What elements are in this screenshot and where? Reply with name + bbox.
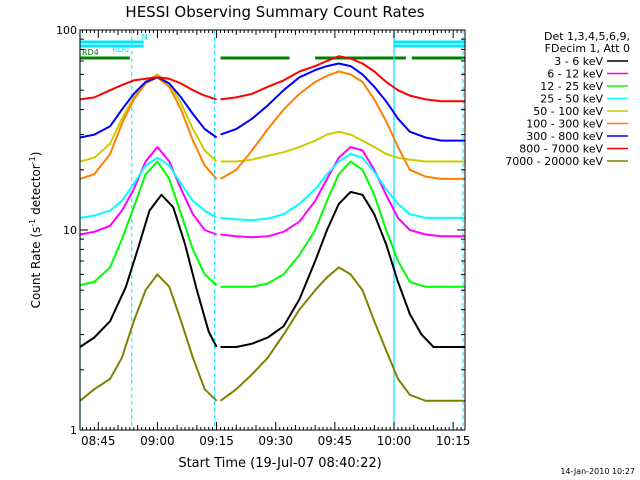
legend-header: FDecim 1, Att 0	[545, 42, 630, 55]
legend-label: 25 - 50 keV	[540, 93, 603, 106]
y-tick-label: 100	[56, 24, 77, 37]
series-line-6-12-kev	[79, 146, 217, 236]
date-stamp: 14-Jan-2010 10:27	[560, 467, 635, 476]
series-line-7000-20000-kev	[219, 266, 465, 402]
legend: Det 1,3,4,5,6,9,FDecim 1, Att 03 - 6 keV…	[505, 30, 630, 168]
x-axis: 08:45 09:00 09:15 09:30 09:45 10:00 10:15	[81, 30, 470, 448]
series-line-100-300-kev	[220, 70, 465, 180]
series-line-3-6-kev	[220, 190, 465, 348]
y-tick-label: 1	[70, 424, 77, 437]
x-tick-label: 09:45	[318, 434, 353, 448]
series-line-7000-20000-kev	[79, 273, 218, 402]
x-tick-label: 09:15	[199, 434, 234, 448]
y-tick-label: 10	[63, 224, 77, 237]
status-bar-layer: N RD0 RD4	[80, 33, 465, 60]
legend-label: 50 - 100 keV	[533, 105, 603, 118]
status-bar-label-rd4: RD4	[82, 48, 99, 57]
series-line-800-7000-kev	[220, 55, 465, 103]
series-line-50-100-kev	[220, 130, 465, 163]
legend-label: 3 - 6 keV	[554, 55, 603, 68]
series-line-12-25-kev	[220, 160, 465, 288]
plot-area: N RD0 RD4	[79, 30, 465, 430]
y-axis: 1 10 100	[56, 24, 465, 437]
legend-label: 300 - 800 keV	[526, 130, 603, 143]
x-tick-label: 08:45	[81, 434, 116, 448]
series-line-12-25-kev	[79, 160, 218, 287]
chart-title: HESSI Observing Summary Count Rates	[125, 3, 424, 21]
series-line-300-800-kev	[79, 76, 218, 139]
legend-label: 6 - 12 keV	[547, 68, 603, 81]
series-line-25-50-kev	[220, 153, 465, 222]
legend-label: 800 - 7000 keV	[519, 143, 603, 156]
series-line-800-7000-kev	[79, 76, 217, 101]
x-tick-label: 10:00	[377, 434, 412, 448]
y-axis-label: Count Rate (s-1 detector-1)	[28, 152, 43, 309]
series-line-25-50-kev	[79, 156, 218, 219]
x-tick-label: 10:15	[436, 434, 471, 448]
x-axis-label: Start Time (19-Jul-07 08:40:22)	[178, 456, 381, 471]
legend-header: Det 1,3,4,5,6,9,	[544, 30, 630, 43]
x-tick-label: 09:00	[140, 434, 175, 448]
x-tick-label: 09:30	[258, 434, 293, 448]
series-line-3-6-kev	[79, 193, 218, 348]
legend-label: 100 - 300 keV	[526, 118, 603, 131]
legend-label: 12 - 25 keV	[540, 80, 603, 93]
status-bar-label-n: N	[142, 33, 148, 42]
legend-label: 7000 - 20000 keV	[505, 155, 603, 168]
status-bar-label-rd0: RD0	[112, 45, 129, 54]
series-layer	[79, 55, 465, 402]
series-line-6-12-kev	[220, 146, 465, 239]
series-line-300-800-kev	[220, 62, 465, 142]
